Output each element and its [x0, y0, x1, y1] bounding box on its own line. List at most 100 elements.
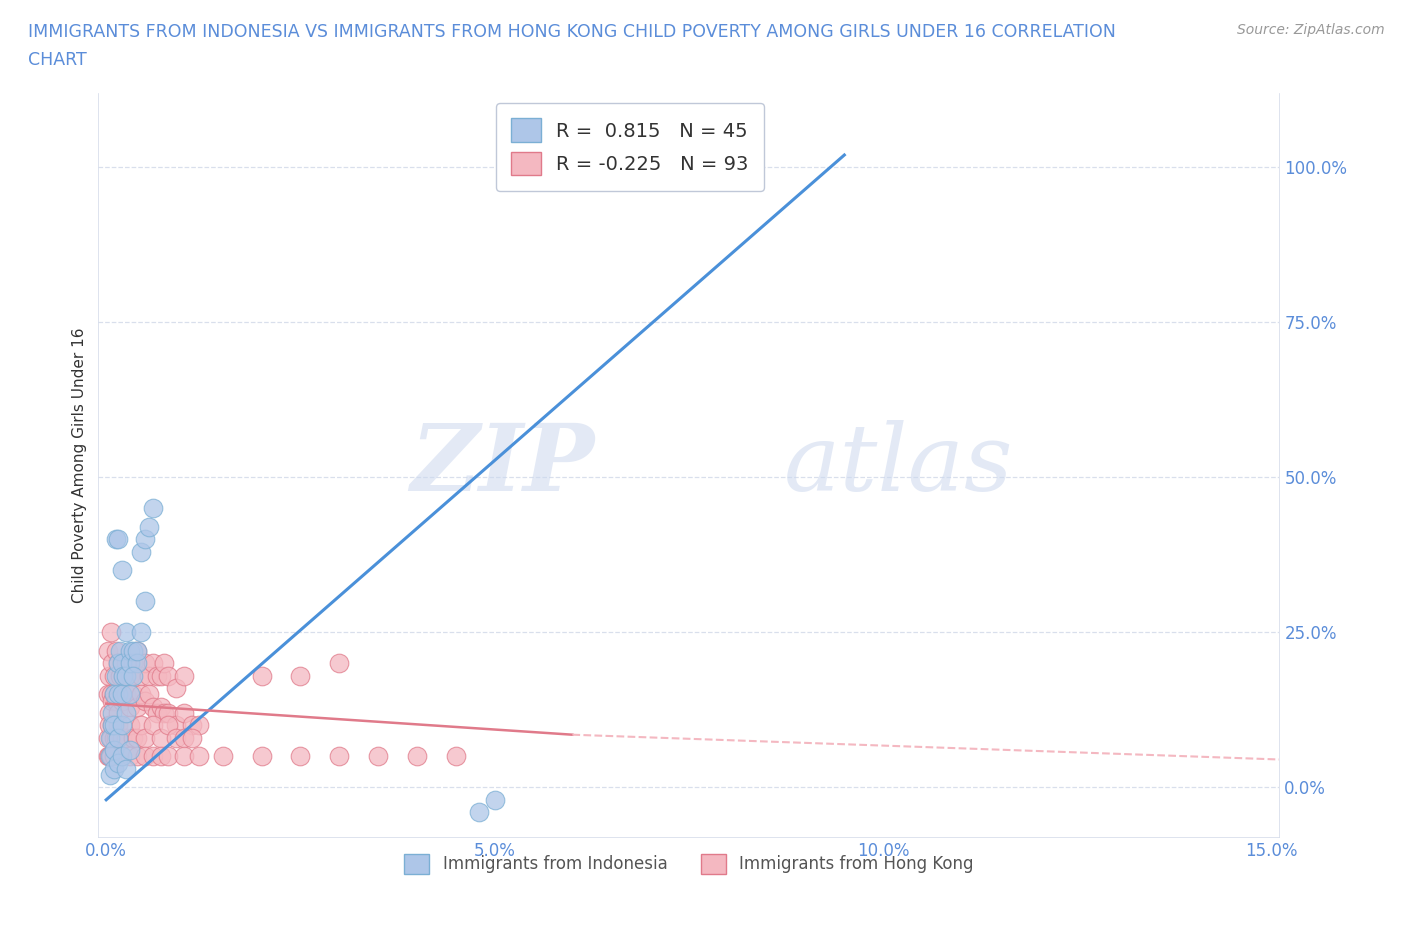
Point — [165, 718, 187, 733]
Point — [250, 749, 273, 764]
Point — [111, 563, 134, 578]
Point — [328, 749, 350, 764]
Point — [142, 501, 165, 516]
Point — [107, 730, 129, 745]
Legend: Immigrants from Indonesia, Immigrants from Hong Kong: Immigrants from Indonesia, Immigrants fr… — [398, 847, 980, 881]
Point — [678, 160, 700, 175]
Point — [112, 669, 135, 684]
Point — [127, 656, 149, 671]
Point — [114, 706, 136, 721]
Point — [127, 749, 149, 764]
Point — [97, 644, 120, 658]
Point — [145, 706, 167, 721]
Point — [149, 699, 172, 714]
Point — [157, 706, 180, 721]
Point — [101, 718, 124, 733]
Point — [98, 767, 121, 782]
Point — [111, 730, 134, 745]
Point — [129, 625, 152, 640]
Point — [290, 749, 312, 764]
Point — [100, 749, 122, 764]
Point — [165, 681, 187, 696]
Point — [134, 532, 156, 547]
Point — [145, 669, 167, 684]
Point — [484, 792, 506, 807]
Point — [157, 749, 180, 764]
Point — [142, 699, 165, 714]
Point — [98, 718, 121, 733]
Point — [250, 669, 273, 684]
Point — [98, 706, 121, 721]
Point — [98, 749, 121, 764]
Point — [122, 644, 145, 658]
Point — [129, 544, 152, 559]
Point — [153, 656, 176, 671]
Point — [114, 656, 136, 671]
Point — [103, 730, 125, 745]
Point — [138, 520, 160, 535]
Point — [153, 706, 176, 721]
Point — [101, 706, 124, 721]
Point — [101, 693, 124, 708]
Point — [103, 687, 125, 702]
Point — [103, 743, 125, 758]
Point — [111, 687, 134, 702]
Point — [127, 644, 149, 658]
Text: atlas: atlas — [783, 420, 1012, 510]
Point — [211, 749, 233, 764]
Point — [134, 594, 156, 609]
Point — [114, 730, 136, 745]
Point — [127, 730, 149, 745]
Point — [142, 656, 165, 671]
Point — [108, 669, 131, 684]
Point — [328, 656, 350, 671]
Point — [98, 749, 121, 764]
Point — [107, 532, 129, 547]
Point — [100, 730, 122, 745]
Point — [97, 730, 120, 745]
Point — [111, 718, 134, 733]
Text: Source: ZipAtlas.com: Source: ZipAtlas.com — [1237, 23, 1385, 37]
Point — [107, 687, 129, 702]
Point — [118, 656, 141, 671]
Point — [107, 718, 129, 733]
Point — [134, 693, 156, 708]
Point — [157, 669, 180, 684]
Point — [107, 706, 129, 721]
Point — [104, 644, 127, 658]
Point — [97, 687, 120, 702]
Point — [114, 687, 136, 702]
Point — [103, 669, 125, 684]
Point — [104, 669, 127, 684]
Point — [122, 730, 145, 745]
Text: IMMIGRANTS FROM INDONESIA VS IMMIGRANTS FROM HONG KONG CHILD POVERTY AMONG GIRLS: IMMIGRANTS FROM INDONESIA VS IMMIGRANTS … — [28, 23, 1116, 41]
Point — [129, 687, 152, 702]
Point — [101, 718, 124, 733]
Point — [188, 718, 211, 733]
Point — [104, 532, 127, 547]
Point — [157, 718, 180, 733]
Point — [122, 669, 145, 684]
Point — [173, 669, 195, 684]
Point — [468, 804, 491, 819]
Point — [98, 669, 121, 684]
Point — [118, 644, 141, 658]
Point — [103, 718, 125, 733]
Point — [114, 625, 136, 640]
Point — [638, 172, 661, 187]
Point — [103, 762, 125, 777]
Point — [129, 718, 152, 733]
Point — [290, 669, 312, 684]
Point — [104, 693, 127, 708]
Point — [118, 699, 141, 714]
Point — [114, 762, 136, 777]
Point — [118, 669, 141, 684]
Point — [444, 749, 467, 764]
Point — [111, 749, 134, 764]
Point — [98, 730, 121, 745]
Point — [111, 687, 134, 702]
Point — [134, 749, 156, 764]
Point — [107, 656, 129, 671]
Point — [367, 749, 389, 764]
Point — [111, 693, 134, 708]
